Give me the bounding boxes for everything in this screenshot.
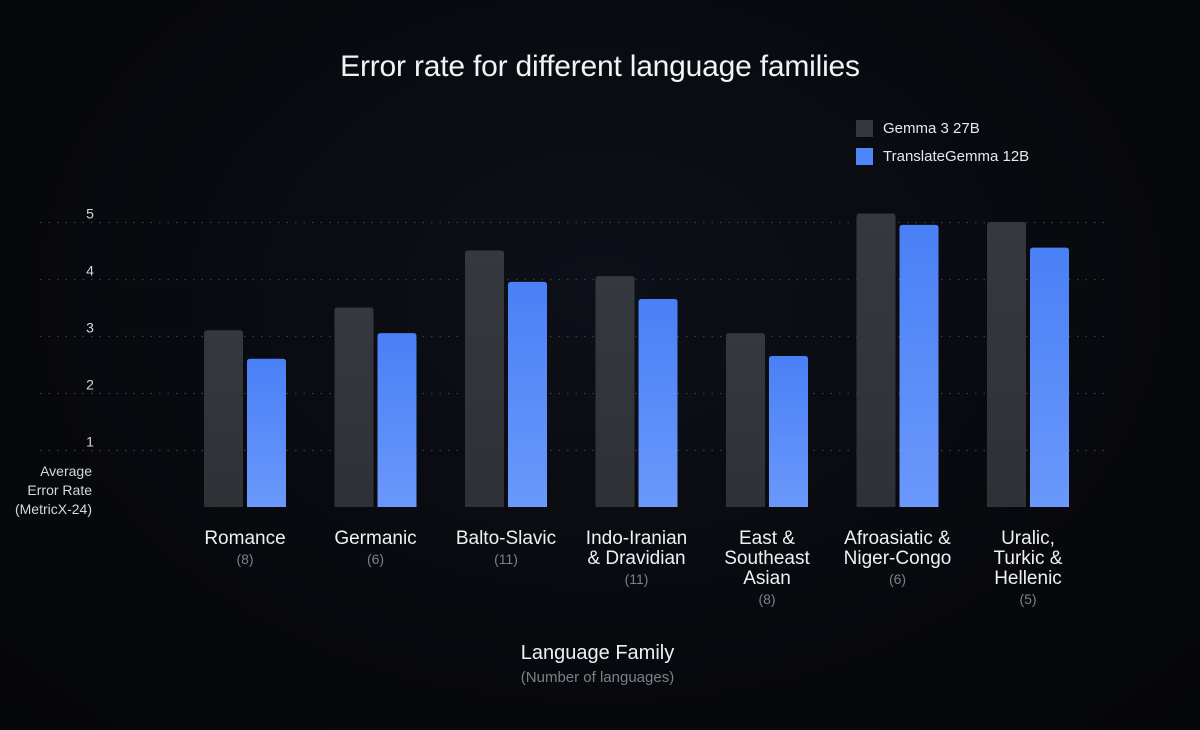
category-label-2: Balto-Slavic (11) [426, 529, 586, 569]
y-tick-label-3: 3 [86, 320, 94, 336]
bar-gemma-3-27b-3 [595, 276, 635, 507]
category-name: Balto-Slavic [455, 528, 557, 549]
legend-label-gemma-3-27b: Gemma 3 27B [883, 119, 980, 137]
category-name: Afroasiatic & Niger-Congo [843, 528, 952, 569]
bar-translategemma-12b-1 [377, 333, 417, 507]
category-count: (8) [758, 591, 776, 607]
bar-translategemma-12b-3 [638, 298, 678, 507]
bar-translategemma-12b-2 [508, 281, 547, 507]
y-axis-label-text: Average Error Rate (MetricX-24) [14, 463, 92, 517]
chart-title: Error rate for different language famili… [340, 50, 860, 83]
legend-swatch-translategemma-12b [856, 147, 873, 165]
category-name: Germanic [334, 528, 417, 549]
category-label-4: East & Southeast Asian (8) [687, 529, 847, 609]
bar-gemma-3-27b-0 [204, 330, 243, 507]
category-label-6: Uralic, Turkic & Hellenic (5) [948, 529, 1108, 609]
y-tick-label-4: 4 [86, 263, 94, 279]
category-name: East & Southeast Asian [724, 528, 810, 589]
bar-gemma-3-27b-1 [334, 307, 374, 507]
y-tick-label-5: 5 [86, 206, 94, 222]
legend-swatch-gemma-3-27b [856, 119, 873, 137]
category-label-3: Indo-Iranian & Dravidian (11) [557, 529, 717, 589]
category-count: (6) [366, 551, 385, 567]
x-axis-sublabel: (Number of languages) [520, 669, 675, 686]
legend-item-translategemma-12b: TranslateGemma 12B [856, 142, 1029, 170]
category-label-5: Afroasiatic & Niger-Congo (6) [818, 529, 978, 589]
chart-legend: Gemma 3 27B TranslateGemma 12B [856, 114, 1029, 170]
category-count: (8) [236, 551, 254, 567]
bar-translategemma-12b-0 [247, 358, 286, 507]
bar-translategemma-12b-4 [769, 355, 808, 507]
y-tick-label-1: 1 [86, 434, 94, 450]
bar-gemma-3-27b-4 [726, 333, 765, 507]
y-tick-label-2: 2 [86, 377, 94, 393]
category-count: (6) [888, 571, 907, 587]
bar-translategemma-12b-6 [1030, 247, 1069, 507]
x-axis-label: Language Family [520, 642, 675, 664]
category-name: Uralic, Turkic & Hellenic [993, 528, 1063, 589]
y-axis-label: Average Error Rate (MetricX-24) [0, 462, 92, 519]
category-name: Indo-Iranian & Dravidian [585, 528, 688, 569]
category-count: (11) [494, 551, 518, 567]
category-count: (11) [624, 571, 649, 587]
bar-gemma-3-27b-2 [465, 250, 504, 507]
category-count: (5) [1019, 591, 1037, 607]
bar-gemma-3-27b-6 [987, 222, 1026, 507]
legend-item-gemma-3-27b: Gemma 3 27B [856, 114, 1029, 142]
bar-gemma-3-27b-5 [856, 213, 896, 507]
legend-label-translategemma-12b: TranslateGemma 12B [883, 147, 1030, 165]
category-label-0: Romance (8) [165, 529, 325, 569]
category-label-1: Germanic (6) [296, 529, 456, 569]
bar-translategemma-12b-5 [899, 224, 939, 507]
category-name: Romance [204, 528, 286, 549]
